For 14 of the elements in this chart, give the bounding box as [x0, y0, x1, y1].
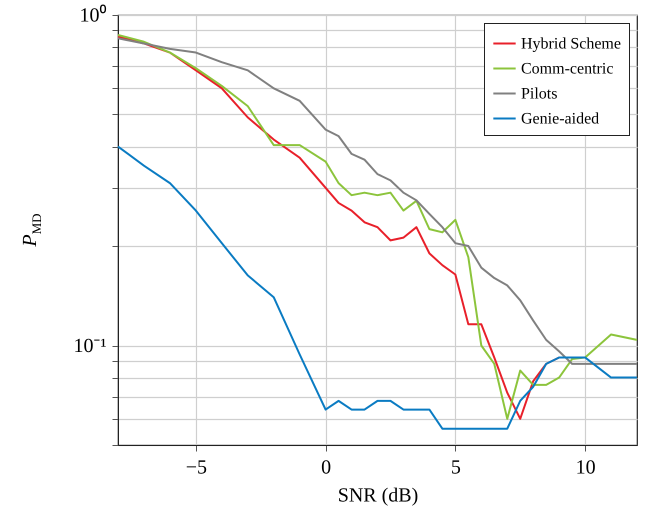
legend-label: Comm-centric [521, 60, 614, 78]
y-tick-label: 10⁰ [80, 4, 106, 26]
x-axis-title: SNR (dB) [338, 484, 418, 506]
x-tick-label: −5 [186, 456, 207, 478]
line-series [117, 34, 638, 420]
legend-label: Hybrid Scheme [521, 36, 621, 52]
legend-label: Genie-aided [521, 110, 600, 128]
x-tick-label: 10 [576, 456, 596, 478]
x-tick-label: 0 [321, 456, 332, 478]
line-series [117, 37, 638, 365]
x-tick-label: 5 [450, 456, 461, 478]
line-series [117, 146, 638, 430]
legend-label: Pilots [521, 86, 558, 102]
y-tick-label: 10⁻¹ [74, 335, 106, 358]
